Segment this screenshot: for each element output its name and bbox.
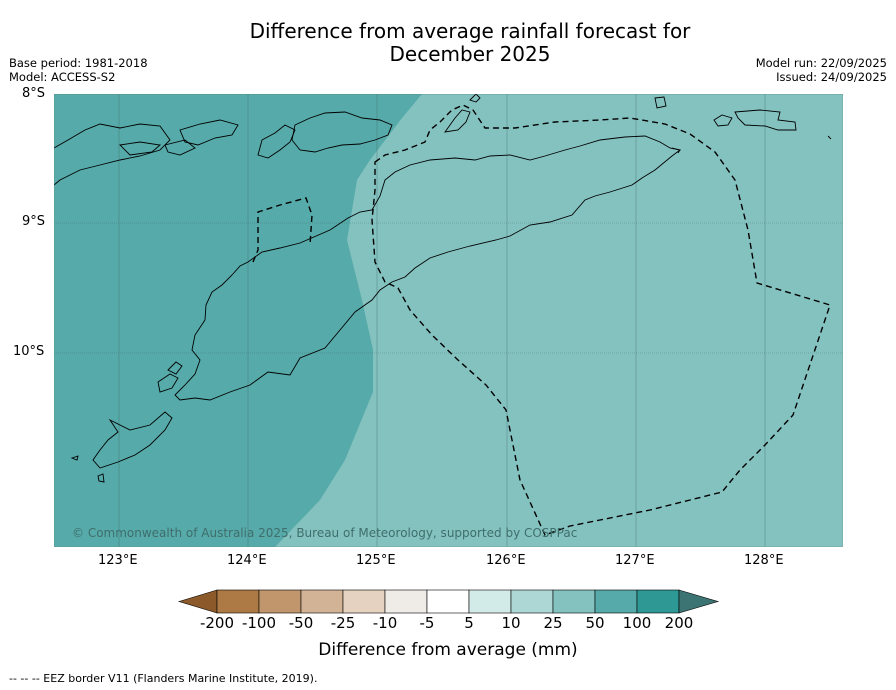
coastlines [54, 94, 832, 483]
issued-date: Issued: 24/09/2025 [776, 70, 887, 84]
eez-line-main [371, 104, 831, 536]
eez-line-oecusse [252, 197, 313, 263]
colorbar-tick-label: 100 [622, 614, 652, 632]
lat-label-9s: 9°S [22, 214, 46, 229]
lon-label-125e: 125°E [356, 553, 396, 568]
wetar-west [444, 109, 471, 133]
lat-label-10s: 10°S [13, 344, 45, 359]
colorbar-bin [594, 589, 638, 614]
colorbar-title: Difference from average (mm) [318, 640, 578, 660]
rainfall-map [54, 94, 843, 547]
eez-border [252, 104, 831, 536]
colorbar-bin [510, 589, 554, 614]
lon-label-127e: 127°E [615, 553, 655, 568]
wetar-islet [469, 94, 481, 103]
pantar-island [257, 124, 296, 159]
kisar-east [734, 109, 797, 131]
model-name: Model: ACCESS-S2 [9, 70, 116, 84]
model-run-date: Model run: 22/09/2025 [755, 56, 887, 70]
title-line-1: Difference from average rainfall forecas… [249, 19, 691, 43]
copyright-notice: © Commonwealth of Australia 2025, Bureau… [72, 526, 578, 540]
graticule [54, 94, 843, 547]
lon-label-124e: 124°E [227, 553, 267, 568]
lon-label-128e: 128°E [744, 553, 784, 568]
colorbar-bin [384, 589, 428, 614]
semau-island [167, 361, 183, 375]
colorbar-tick-label: 5 [464, 614, 474, 632]
colorbar-tick-label: -25 [330, 614, 356, 632]
colorbar [177, 589, 720, 614]
colorbar-tick-label: -10 [372, 614, 398, 632]
run-info: Model run: 22/09/2025 Issued: 24/09/2025 [756, 56, 887, 84]
colorbar-bin [426, 589, 470, 614]
colorbar-tick-label: -50 [288, 614, 314, 632]
colorbar-tick-label: 10 [501, 614, 521, 632]
liran-islet [654, 96, 667, 109]
rote-island [157, 373, 179, 393]
colorbar-tick-label: 200 [664, 614, 694, 632]
flores-east [54, 123, 171, 186]
adonara-island [164, 139, 196, 156]
sumba-island [92, 411, 173, 469]
timor-east-tip [671, 147, 681, 154]
sumba-islet-a [97, 473, 105, 483]
chart-title: Difference from average rainfall forecas… [0, 20, 896, 66]
high-anomaly-area [54, 94, 422, 547]
lat-label-8s: 8°S [22, 86, 46, 101]
solor-island [119, 141, 162, 156]
lon-label-126e: 126°E [486, 553, 526, 568]
colorbar-tick-label: 25 [543, 614, 563, 632]
colorbar-bin [216, 589, 260, 614]
sumba-islet-b [70, 455, 79, 461]
romang-island [713, 114, 733, 127]
alor-island [291, 111, 393, 153]
colorbar-tick-label: -5 [419, 614, 435, 632]
colorbar-bin [342, 589, 386, 614]
eez-footnote: -- -- -- EEZ border V11 (Flanders Marine… [9, 672, 318, 685]
model-info: Base period: 1981-2018 Model: ACCESS-S2 [9, 56, 148, 84]
east-dot [827, 135, 832, 140]
colorbar-bin [552, 589, 596, 614]
lon-label-123e: 123°E [98, 553, 138, 568]
colorbar-tick-label: -100 [241, 614, 277, 632]
colorbar-bin [636, 589, 680, 614]
base-period: Base period: 1981-2018 [9, 56, 148, 70]
colorbar-extend-high [678, 589, 720, 614]
colorbar-extend-low [177, 589, 218, 614]
colorbar-tick-label: 50 [585, 614, 605, 632]
title-line-2: December 2025 [389, 42, 551, 66]
colorbar-bin [258, 589, 302, 614]
colorbar-bin [468, 589, 512, 614]
timor-coast [174, 135, 682, 401]
colorbar-bin [300, 589, 344, 614]
colorbar-tick-label: -200 [199, 614, 235, 632]
